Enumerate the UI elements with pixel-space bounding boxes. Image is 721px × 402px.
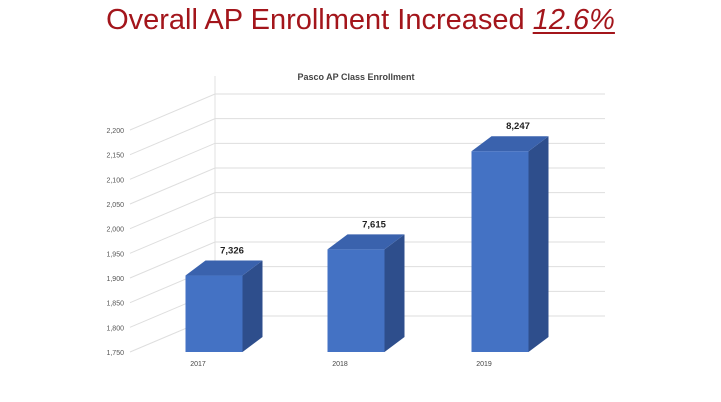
slide-title: Overall AP Enrollment Increased 12.6% (0, 4, 721, 37)
bars (185, 136, 549, 352)
y-tick-label: 2,000 (106, 227, 124, 234)
x-axis-ticks: 2017 2018 2019 (190, 361, 492, 368)
headline-percentage: 12.6% (532, 4, 615, 36)
y-tick-label: 1,950 (106, 251, 124, 258)
data-label: 8,247 (506, 121, 530, 132)
x-tick-label: 2018 (332, 361, 348, 368)
bar-2017 (185, 260, 263, 352)
gridline (129, 142, 605, 180)
y-tick-label: 2,050 (106, 202, 124, 209)
bar-top (471, 136, 549, 152)
gridline (129, 118, 605, 156)
bar-front (471, 151, 529, 352)
bar-front (327, 249, 385, 352)
bar-side (528, 136, 549, 352)
y-tick-label: 2,150 (106, 153, 124, 160)
gridline (129, 93, 605, 131)
y-tick-label: 1,800 (106, 325, 124, 332)
bar-side (384, 234, 405, 352)
bar-2018 (327, 234, 405, 352)
bar-2019 (471, 136, 549, 352)
y-tick-label: 2,100 (106, 177, 124, 184)
bar-top (185, 260, 263, 276)
y-tick-label: 2,200 (106, 128, 124, 135)
chart-title: Pasco AP Class Enrollment (297, 72, 414, 82)
x-tick-label: 2019 (476, 361, 492, 368)
bar-front (185, 275, 243, 352)
x-tick-label: 2017 (190, 361, 206, 368)
y-tick-label: 1,750 (106, 350, 124, 357)
y-tick-label: 1,850 (106, 301, 124, 308)
data-label: 7,326 (220, 246, 244, 257)
y-tick-label: 1,900 (106, 276, 124, 283)
bar-top (327, 234, 405, 250)
slide-headline: Overall AP Enrollment Increased (106, 4, 525, 36)
data-label: 7,615 (362, 219, 386, 230)
bar-side (242, 260, 263, 352)
y-axis-ticks: 1,750 1,800 1,850 1,900 1,950 2,000 2,050 2,100… (106, 128, 124, 357)
data-labels: 7,326 7,615 8,247 (220, 121, 530, 256)
